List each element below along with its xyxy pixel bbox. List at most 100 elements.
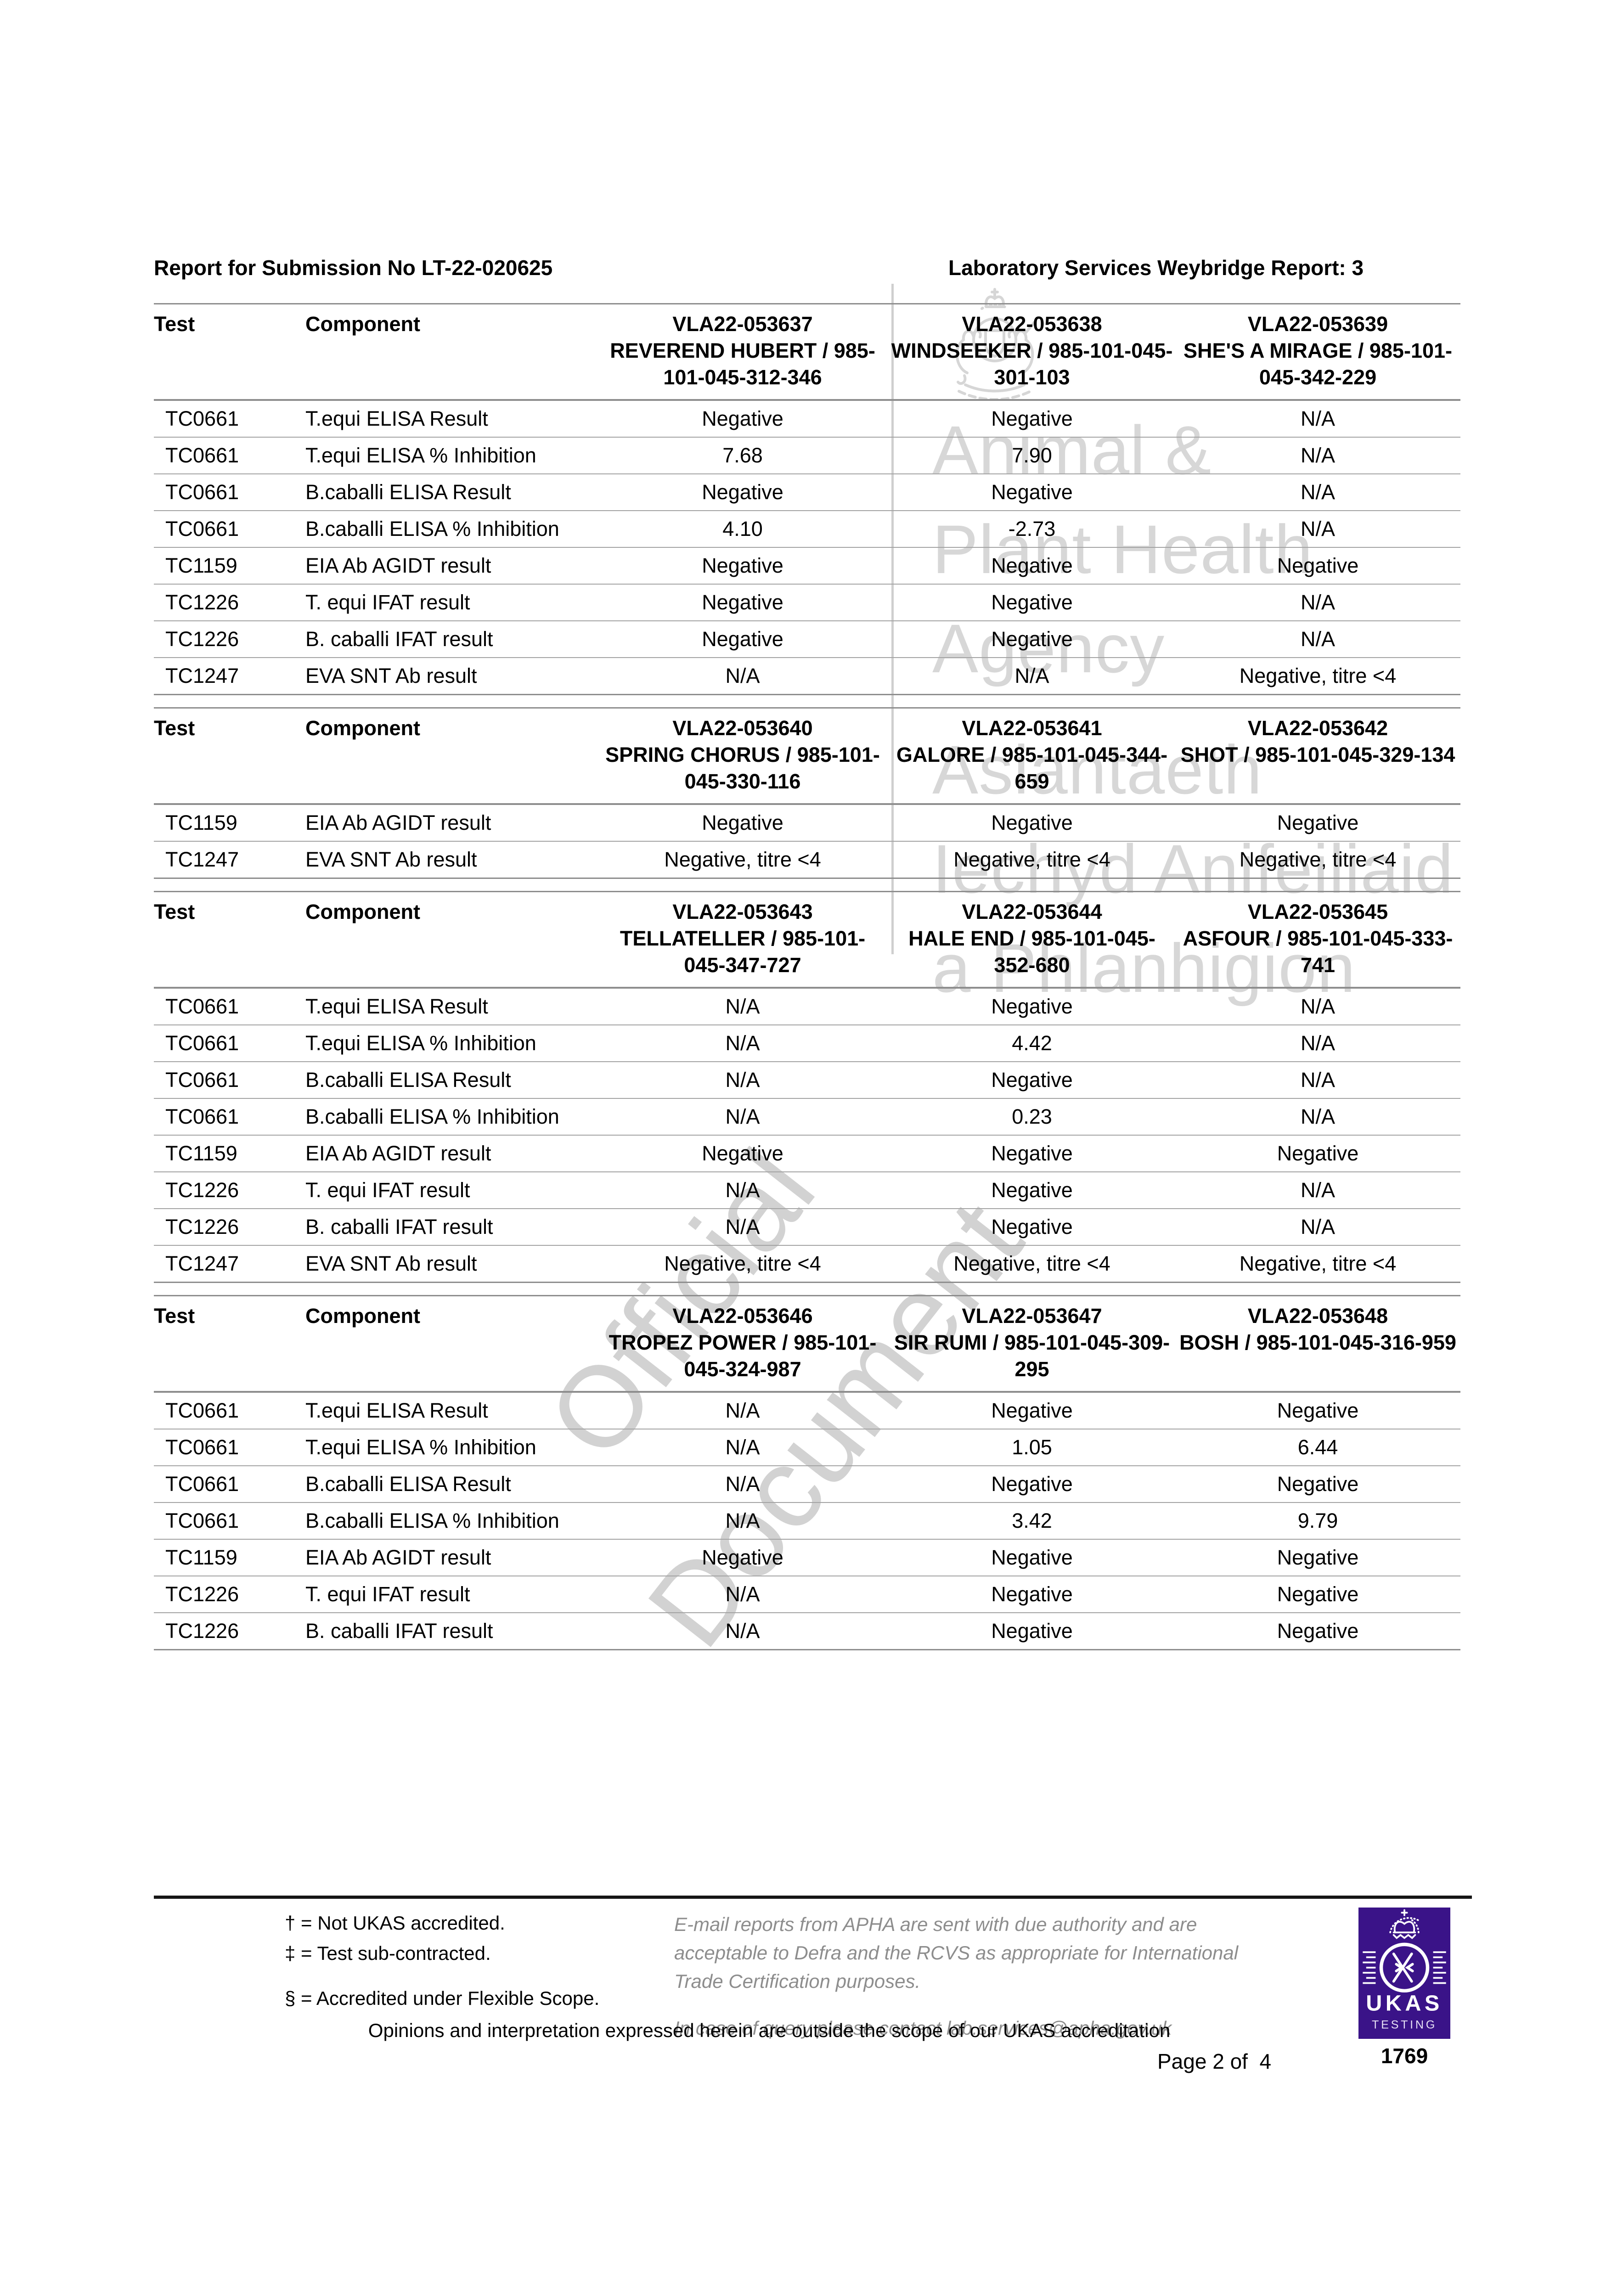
- result-value: Negative: [599, 620, 889, 658]
- result-value: 4.10: [599, 510, 889, 547]
- result-row: TC1247 EVA SNT Ab result Negative, titre <…: [154, 1245, 1460, 1283]
- result-value: Negative: [702, 407, 783, 430]
- col-header-test: Test: [154, 708, 305, 805]
- col-header-animal: VLA22-053647 SIR RUMI / 985-101-045-309-2…: [889, 1295, 1178, 1393]
- results-table: Test Component VLA22-053643 TELLATELLER / 9…: [154, 891, 1460, 1283]
- result-value: Negative: [599, 547, 889, 584]
- test-code: TC1226: [154, 620, 305, 658]
- col-header-animal: VLA22-053645 ASFOUR / 985-101-045-333-741: [1178, 891, 1460, 989]
- results-table: Test Component VLA22-053640 SPRING CHORUS /…: [154, 707, 1460, 879]
- test-code: TC1226: [154, 1208, 305, 1245]
- animal-name-id: TELLATELLER / 985-101-045-347-727: [620, 927, 866, 977]
- lab-report-title: Laboratory Services Weybridge Report: 3: [948, 256, 1364, 280]
- result-row: TC0661 T.equi ELISA Result N/A Negative N/A: [154, 988, 1460, 1025]
- table-header-row: Test Component VLA22-053643 TELLATELLER / 9…: [154, 891, 1460, 989]
- component-name: B.caballi ELISA % Inhibition: [305, 510, 599, 547]
- result-value: N/A: [599, 1098, 889, 1135]
- result-value: Negative: [889, 1135, 1178, 1172]
- result-value: N/A: [1178, 1171, 1460, 1209]
- result-row: TC1226 B. caballi IFAT result N/A Negative N…: [154, 1612, 1460, 1650]
- col-header-animal: VLA22-053639 SHE'S A MIRAGE / 985-101-045…: [1178, 304, 1460, 401]
- result-row: TC1226 B. caballi IFAT result N/A Negative N…: [154, 1208, 1460, 1245]
- animal-vla-number: VLA22-053641: [962, 716, 1102, 740]
- animal-name-id: REVEREND HUBERT / 985-101-045-312-346: [610, 339, 875, 389]
- result-value: N/A: [725, 995, 760, 1018]
- result-value: N/A: [1178, 584, 1460, 621]
- result-value: Negative: [991, 1399, 1073, 1422]
- result-value: Negative: [1178, 1612, 1460, 1650]
- animal-name-id: BOSH / 985-101-045-316-959: [1179, 1331, 1456, 1354]
- result-row: TC1247 EVA SNT Ab result N/A N/A Negative, t…: [154, 657, 1460, 695]
- result-row: TC0661 B.caballi ELISA Result N/A Negative N…: [154, 1061, 1460, 1098]
- col-header-animal: VLA22-053638 WINDSEEKER / 985-101-045-301…: [889, 304, 1178, 401]
- component-name: EIA Ab AGIDT result: [305, 811, 491, 834]
- result-row: TC1159 EIA Ab AGIDT result Negative Negativ…: [154, 547, 1460, 584]
- animal-vla-number: VLA22-053644: [962, 900, 1102, 923]
- animal-name-id: WINDSEEKER / 985-101-045-301-103: [891, 339, 1173, 389]
- col-header-animal: VLA22-053643 TELLATELLER / 985-101-045-34…: [599, 891, 889, 989]
- col-header-animal: VLA22-053641 GALORE / 985-101-045-344-659: [889, 708, 1178, 805]
- ukas-wordmark: UKAS: [1366, 1991, 1443, 2015]
- animal-vla-number: VLA22-053642: [1247, 716, 1388, 740]
- result-row: TC0661 T.equi ELISA % Inhibition N/A 1.05 6.…: [154, 1429, 1460, 1466]
- test-code: TC1159: [154, 1135, 305, 1172]
- component-name: EIA Ab AGIDT result: [305, 1539, 599, 1576]
- component-name: B. caballi IFAT result: [305, 1208, 599, 1245]
- col-header-component: Component: [305, 1295, 599, 1393]
- result-value: Negative: [889, 620, 1178, 658]
- result-row: TC1247 EVA SNT Ab result Negative, titre <…: [154, 841, 1460, 878]
- test-code: TC0661: [154, 437, 305, 474]
- result-value: Negative: [991, 995, 1073, 1018]
- col-header-component: Component: [305, 304, 599, 401]
- result-value: N/A: [599, 1576, 889, 1613]
- test-code: TC0661: [165, 1399, 239, 1422]
- component-name: EVA SNT Ab result: [305, 1245, 599, 1283]
- col-header-animal: VLA22-053642 SHOT / 985-101-045-329-134: [1178, 708, 1460, 805]
- result-value: N/A: [1178, 437, 1460, 474]
- col-header-animal: VLA22-053637 REVEREND HUBERT / 985-101-04…: [599, 304, 889, 401]
- results-table: Test Component VLA22-053637 REVEREND HUBERT…: [154, 303, 1460, 695]
- test-code: TC1159: [154, 547, 305, 584]
- component-name: B.caballi ELISA Result: [305, 1465, 599, 1503]
- result-value: N/A: [599, 1208, 889, 1245]
- test-code: TC0661: [154, 1024, 305, 1062]
- result-value: Negative: [889, 1576, 1178, 1613]
- query-contact-note: In case of query please contact lab.serv…: [674, 2017, 1172, 2039]
- ukas-logo-graphic: UKAS TESTING: [1358, 1908, 1450, 2039]
- result-value: Negative: [889, 1539, 1178, 1576]
- result-value: Negative, titre <4: [599, 1245, 889, 1283]
- table-header-row: Test Component VLA22-053637 REVEREND HUBERT…: [154, 304, 1460, 401]
- result-value: Negative: [1277, 811, 1359, 834]
- page-number: Page 2 of 4: [1157, 2049, 1272, 2073]
- email-authority-note: E-mail reports from APHA are sent with d…: [674, 1913, 1239, 1992]
- result-value: N/A: [1178, 473, 1460, 511]
- component-name: EVA SNT Ab result: [305, 657, 599, 695]
- crown-icon: [1389, 1909, 1420, 1939]
- result-value: Negative: [1178, 1539, 1460, 1576]
- animal-vla-number: VLA22-053639: [1247, 312, 1388, 336]
- test-code: TC1226: [154, 1576, 305, 1613]
- col-header-animal: VLA22-053648 BOSH / 985-101-045-316-959: [1178, 1295, 1460, 1393]
- ukas-testing-logo: UKAS TESTING: [1358, 1907, 1450, 2040]
- component-name: B. caballi IFAT result: [305, 1612, 599, 1650]
- result-value: Negative: [889, 1612, 1178, 1650]
- component-name: B. caballi IFAT result: [305, 620, 599, 658]
- result-value: Negative, titre <4: [889, 841, 1178, 878]
- result-row: TC0661 B.caballi ELISA % Inhibition 4.10 -2…: [154, 510, 1460, 547]
- component-name: T.equi ELISA Result: [305, 1399, 488, 1422]
- animal-name-id: TROPEZ POWER / 985-101-045-324-987: [609, 1331, 877, 1381]
- result-value: 6.44: [1178, 1429, 1460, 1466]
- result-value: N/A: [725, 1399, 760, 1422]
- result-row: TC1159 EIA Ab AGIDT result Negative Negativ…: [154, 804, 1460, 841]
- test-code: TC1159: [154, 1539, 305, 1576]
- test-code: TC1226: [154, 1171, 305, 1209]
- result-value: 1.05: [889, 1429, 1178, 1466]
- result-value: Negative: [702, 811, 783, 834]
- test-code: TC0661: [154, 510, 305, 547]
- result-row: TC1159 EIA Ab AGIDT result Negative Negativ…: [154, 1135, 1460, 1172]
- result-value: Negative, titre <4: [889, 1245, 1178, 1283]
- test-code: TC0661: [154, 1098, 305, 1135]
- result-value: Negative: [1277, 1399, 1359, 1422]
